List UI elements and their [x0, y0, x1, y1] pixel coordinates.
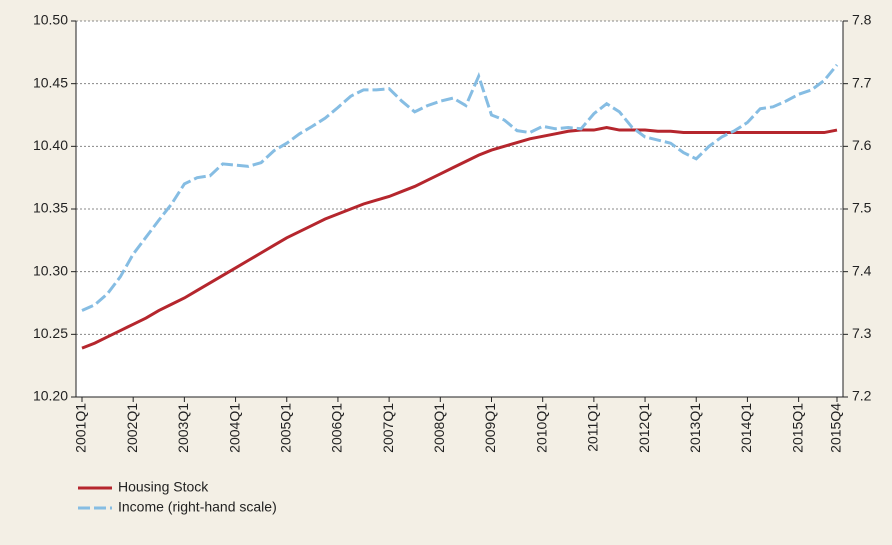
y2-tick-label: 7.5: [852, 200, 872, 216]
x-tick-label: 2004Q1: [226, 403, 242, 453]
x-tick-label: 2008Q1: [431, 403, 447, 453]
x-tick-label: 2003Q1: [175, 403, 191, 453]
y2-tick-label: 7.3: [852, 325, 872, 341]
y-tick-label: 10.35: [33, 200, 68, 216]
y2-tick-label: 7.8: [852, 12, 872, 28]
y-tick-label: 10.25: [33, 325, 68, 341]
x-tick-label: 2005Q1: [277, 403, 293, 453]
y2-tick-label: 7.6: [852, 137, 872, 153]
x-tick-label: 2007Q1: [380, 403, 396, 453]
x-tick-label: 2002Q1: [124, 403, 140, 453]
x-tick-label: 2009Q1: [482, 403, 498, 453]
y2-tick-label: 7.4: [852, 262, 872, 278]
x-tick-label: 2012Q1: [636, 403, 652, 453]
x-tick-label: 2015Q1: [789, 403, 805, 453]
series-line: [81, 126, 838, 350]
x-tick-label: 2011Q1: [585, 403, 601, 452]
series-line: [81, 63, 839, 312]
x-tick-label: 2006Q1: [329, 403, 345, 453]
x-tick-label: 2013Q1: [687, 403, 703, 453]
y-tick-label: 10.45: [33, 74, 68, 90]
y-tick-label: 10.40: [33, 137, 68, 153]
plot-area: [76, 21, 843, 397]
y-tick-label: 10.30: [33, 262, 68, 278]
x-tick-label: 2010Q1: [533, 403, 549, 453]
y-tick-label: 10.20: [33, 388, 68, 404]
legend-label: Housing Stock: [118, 479, 209, 495]
legend-label: Income (right-hand scale): [118, 499, 277, 515]
x-tick-label: 2001Q1: [73, 403, 89, 453]
x-tick-label: 2014Q1: [738, 403, 754, 453]
x-tick-label: 2015Q4: [828, 403, 844, 453]
y2-tick-label: 7.7: [852, 74, 872, 90]
y-tick-label: 10.50: [33, 12, 68, 28]
y2-tick-label: 7.2: [852, 388, 872, 404]
